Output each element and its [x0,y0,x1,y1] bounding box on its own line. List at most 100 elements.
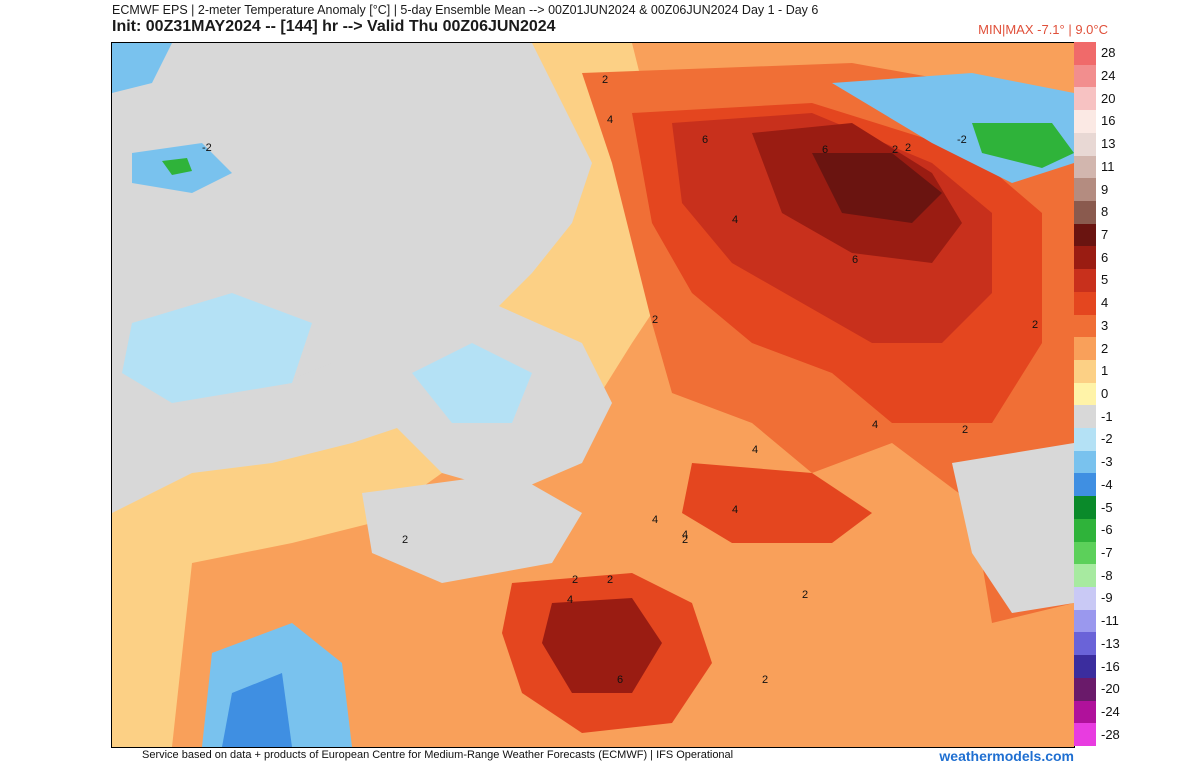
contour-label: -2 [202,142,212,154]
middle-east-neutral [952,443,1074,613]
legend-swatch [1074,450,1096,474]
min-max-readout: MIN|MAX -7.1° | 9.0°C [978,22,1108,37]
legend-swatch [1074,564,1096,588]
arctic-cold-core [972,123,1074,168]
contour-label: 4 [607,114,613,126]
legend-swatch [1074,609,1096,633]
contour-label: 4 [567,594,573,606]
north-africa-peak-area [542,598,662,693]
turkey-warm-area [682,463,872,543]
color-scale-legend [1074,42,1096,747]
legend-label: -20 [1101,681,1120,697]
contour-label: 2 [1032,319,1038,331]
legend-label: -8 [1101,567,1113,583]
contour-label: 6 [852,254,858,266]
contour-label: 4 [752,444,758,456]
legend-label: -7 [1101,544,1113,560]
legend-label: -11 [1101,613,1119,629]
contour-label: 2 [602,74,608,86]
legend-label: 8 [1101,204,1109,220]
legend-swatch [1074,473,1096,497]
central-europe-cool [412,343,532,423]
legend-label: 2 [1101,340,1109,356]
contour-label: 4 [872,419,878,431]
legend-swatch [1074,677,1096,701]
legend-swatch [1074,132,1096,156]
data-credit: Service based on data + products of Euro… [142,749,734,761]
legend-label: -24 [1101,703,1120,719]
contour-label: 4 [732,504,738,516]
legend-label: 20 [1101,90,1116,106]
chart-title: ECMWF EPS | 2-meter Temperature Anomaly … [112,3,819,17]
legend-label: -16 [1101,658,1120,674]
contour-label: 2 [802,589,808,601]
legend-swatch [1074,314,1096,338]
legend-label: -1 [1101,408,1113,424]
greenland-cool-area [112,43,172,93]
contour-label: 2 [402,534,408,546]
atlantic-cool-area [122,293,312,403]
legend-swatch [1074,87,1096,111]
contour-label: 2 [572,574,578,586]
legend-label: 13 [1101,136,1116,152]
contour-label: 6 [822,144,828,156]
legend-swatch [1074,42,1096,65]
contour-label: 2 [905,142,911,154]
legend-label: -3 [1101,454,1113,470]
anomaly-region-7 [812,153,942,223]
contour-label: 4 [652,514,658,526]
legend-swatch [1074,359,1096,383]
legend-label: 11 [1101,158,1115,174]
legend-label: -28 [1101,726,1120,742]
legend-label: 5 [1101,272,1109,288]
legend-label: -2 [1101,431,1113,447]
legend-swatch [1074,428,1096,452]
legend-label: 24 [1101,68,1116,84]
contour-label: 2 [682,534,688,546]
legend-label: -9 [1101,590,1113,606]
temperature-anomaly-map: 2 4 6 6 4 2 4 6 -2 2 2 4 2 2 4 2 4 6 -2 2 2 4 2 2 4 2 [111,42,1075,748]
legend-label: -4 [1101,476,1113,492]
legend-swatch [1074,110,1096,134]
legend-swatch [1074,587,1096,611]
legend-label: 9 [1101,181,1109,197]
legend-swatch [1074,200,1096,224]
legend-swatch [1074,723,1096,747]
legend-label: 0 [1101,386,1109,401]
legend-swatch [1074,291,1096,315]
brand-link[interactable]: weathermodels.com [939,748,1074,764]
legend-swatch [1074,700,1096,724]
legend-label: 4 [1101,295,1109,311]
legend-swatch [1074,269,1096,293]
legend-swatch [1074,155,1096,179]
contour-label: 2 [962,424,968,436]
legend-swatch [1074,178,1096,202]
legend-swatch [1074,246,1096,270]
legend-label: 7 [1101,227,1109,243]
legend-label: -5 [1101,499,1113,515]
contour-label: 6 [617,674,623,686]
legend-swatch [1074,337,1096,361]
legend-label: 16 [1101,113,1116,129]
mediterranean-neutral [362,473,582,583]
contour-label: -2 [957,134,967,146]
contour-label: 4 [732,214,738,226]
legend-swatch [1074,223,1096,247]
legend-swatch [1074,382,1096,406]
legend-swatch [1074,655,1096,679]
nw-africa-cold-core [222,673,292,747]
legend-label: 3 [1101,317,1109,333]
legend-swatch [1074,541,1096,565]
iceland-cold-core [162,158,192,175]
legend-label: 6 [1101,249,1109,265]
contour-label: 2 [892,144,898,156]
legend-swatch [1074,518,1096,542]
legend-label: -6 [1101,522,1113,538]
contour-label: 6 [702,134,708,146]
contour-label: 2 [607,574,613,586]
legend-label: -13 [1101,635,1120,651]
contour-label: 2 [652,314,658,326]
legend-label: 1 [1101,363,1109,379]
legend-swatch [1074,496,1096,520]
